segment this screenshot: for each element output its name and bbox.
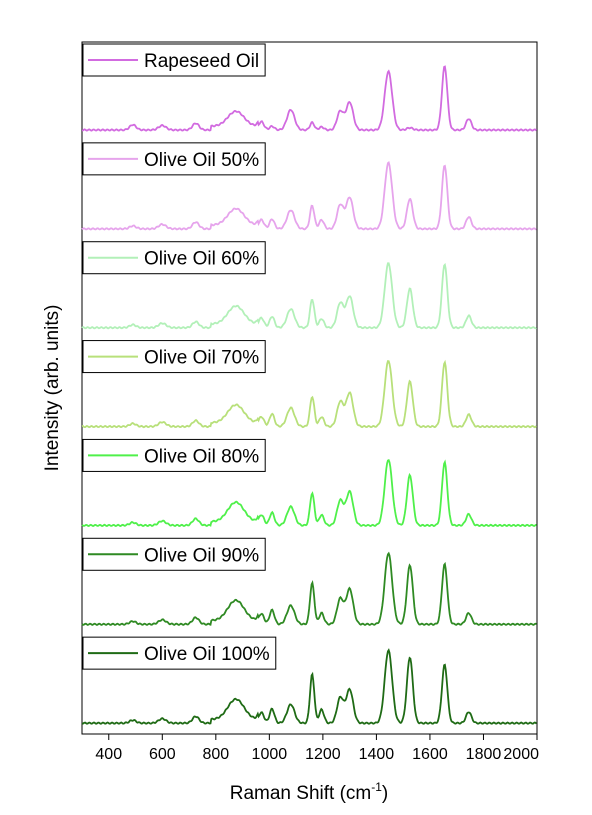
series-line [81,551,537,626]
x-tick-label: 2000 [503,746,539,763]
x-tick-label: 1000 [252,746,288,763]
legend-box [82,142,266,176]
legend-label: Olive Oil 50% [144,150,259,171]
legend-label: Olive Oil 70% [144,348,259,369]
x-tick-label: 1200 [305,746,341,763]
legend-label: Rapeseed Oil [144,51,259,72]
x-tick-label: 1800 [466,746,502,763]
series-line [81,459,537,527]
legend-label: Olive Oil 80% [144,446,259,467]
series-line [81,160,537,231]
series-traces [81,65,538,725]
y-axis-title: Intensity (arb. units) [42,305,63,472]
x-tick-label: 600 [149,746,176,763]
legend-label: Olive Oil 90% [144,545,259,566]
x-axis-ticks: 400 600 800 1000 1200 1400 1600 1800 2000 [95,734,539,763]
x-tick-label: 1600 [412,746,448,763]
legend-label: Olive Oil 100% [144,644,270,665]
x-tick-label: 1400 [359,746,395,763]
legend-boxes: Rapeseed Oil Olive Oil 50% Olive Oil 60% Ol… [82,43,277,670]
x-tick-label: 400 [95,746,122,763]
x-axis-title: Raman Shift (cm-1) [230,780,388,804]
plot-frame [81,41,538,735]
series-line [81,648,538,725]
x-tick-label: 800 [202,746,229,763]
series-line [81,359,538,429]
series-line [81,262,537,330]
series-line [82,65,538,132]
legend-label: Olive Oil 60% [144,249,259,270]
